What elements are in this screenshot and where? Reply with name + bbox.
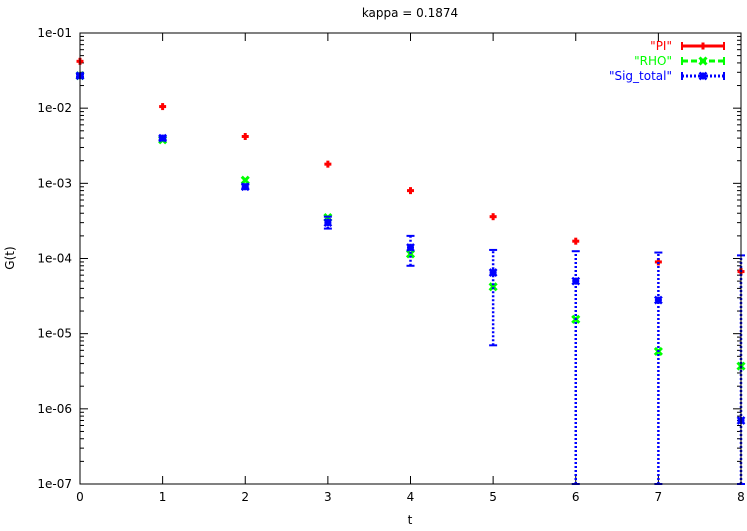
x-tick-label-5: 5 bbox=[489, 490, 497, 504]
data-point-0-1 bbox=[159, 103, 167, 111]
y-tick-label-5: 1e-02 bbox=[37, 101, 72, 115]
legend-marker-2 bbox=[698, 71, 708, 81]
y-tick-label-1: 1e-06 bbox=[37, 402, 72, 416]
x-tick-label-3: 3 bbox=[324, 490, 332, 504]
data-point-0-4 bbox=[407, 187, 414, 195]
chart-title: kappa = 0.1874 bbox=[362, 6, 458, 20]
data-point-0-6 bbox=[572, 237, 580, 245]
data-point-0-5 bbox=[489, 213, 497, 221]
x-tick-label-1: 1 bbox=[159, 490, 167, 504]
x-tick-label-0: 0 bbox=[76, 490, 84, 504]
y-tick-label-0: 1e-07 bbox=[37, 477, 72, 491]
x-tick-label-6: 6 bbox=[572, 490, 580, 504]
x-tick-label-8: 8 bbox=[737, 490, 745, 504]
data-point-1-5 bbox=[488, 282, 498, 292]
data-point-2-3-d2 bbox=[323, 218, 333, 228]
data-point-2-1-d2 bbox=[158, 133, 168, 143]
legend-label-1: "RHO" bbox=[634, 54, 672, 68]
data-point-1-2-d2 bbox=[240, 175, 250, 185]
y-tick-label-6: 1e-01 bbox=[37, 26, 72, 40]
marks-group bbox=[75, 57, 746, 485]
data-point-2-2 bbox=[240, 182, 250, 192]
legend-marker-1 bbox=[698, 56, 708, 66]
x-tick-label-4: 4 bbox=[407, 490, 415, 504]
data-point-2-5-d2 bbox=[488, 268, 498, 277]
data-point-0-2 bbox=[241, 132, 249, 140]
data-point-2-6 bbox=[571, 276, 581, 286]
data-point-1-2 bbox=[240, 175, 250, 185]
y-tick-label-2: 1e-05 bbox=[37, 327, 72, 341]
data-point-2-6-d2 bbox=[571, 276, 581, 286]
y-tick-label-4: 1e-03 bbox=[37, 176, 72, 190]
ticks-group: 0 1 2 3 4 5 6 7 8 1e-07 1e-06 1e-05 1e-04 1e-03 1e-02 1… bbox=[37, 26, 744, 504]
data-point-2-4-d2 bbox=[406, 243, 415, 252]
x-tick-label-7: 7 bbox=[655, 490, 663, 504]
plot-frame bbox=[79, 32, 742, 485]
data-point-2-3 bbox=[323, 218, 333, 228]
data-point-2-2-d2 bbox=[240, 182, 250, 192]
series-1 bbox=[75, 71, 746, 371]
legend-label-2: "Sig_total" bbox=[609, 69, 672, 83]
data-point-2-5 bbox=[488, 268, 498, 277]
series-0 bbox=[76, 57, 745, 276]
legend-marker-1-d2 bbox=[698, 56, 708, 66]
data-point-1-5-d2 bbox=[488, 282, 498, 292]
data-point-2-7 bbox=[653, 295, 663, 305]
legend-marker-2-d2 bbox=[698, 71, 708, 81]
series-2 bbox=[75, 71, 746, 485]
data-point-2-7-d2 bbox=[653, 295, 663, 305]
data-point-2-1 bbox=[158, 133, 168, 143]
data-point-2-4 bbox=[406, 243, 415, 252]
x-axis-label: t bbox=[408, 513, 413, 527]
y-tick-label-3: 1e-04 bbox=[37, 252, 72, 266]
legend: "PI""RHO""Sig_total" bbox=[609, 39, 725, 83]
legend-label-0: "PI" bbox=[650, 39, 672, 53]
x-tick-label-2: 2 bbox=[241, 490, 249, 504]
legend-marker-0 bbox=[699, 42, 707, 50]
data-point-0-3 bbox=[324, 160, 332, 168]
y-axis-label: G(t) bbox=[3, 246, 17, 269]
